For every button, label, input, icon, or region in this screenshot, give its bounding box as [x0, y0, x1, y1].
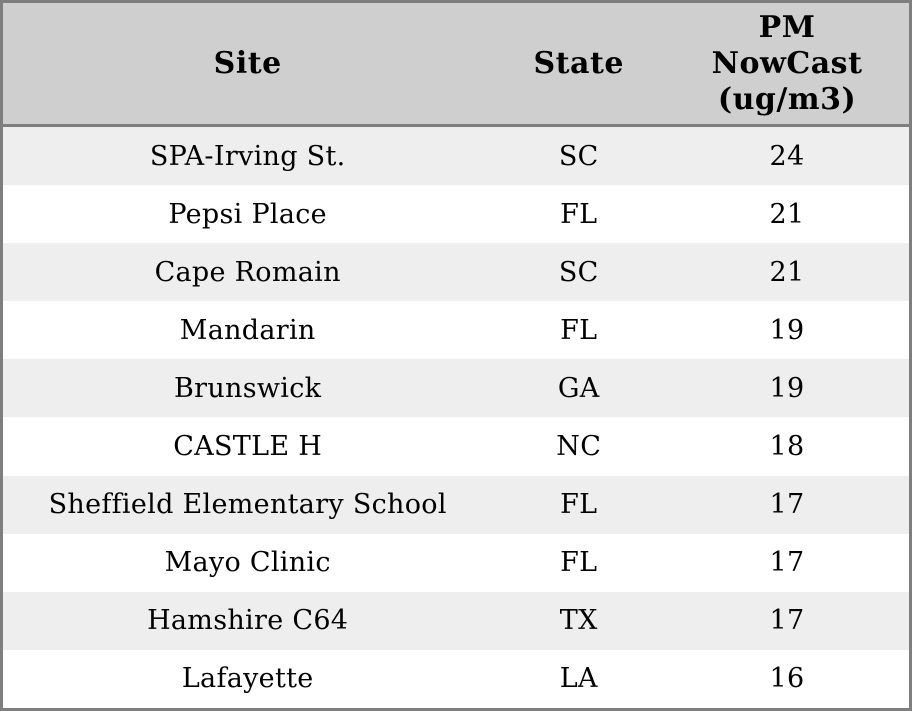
pm-nowcast-cell: 18 [769, 431, 805, 463]
table-row: SPA-Irving St. SC 24 [1, 125, 911, 186]
site-cell: Lafayette [181, 663, 314, 695]
table-header: Site State PM NowCast (ug/m3) [1, 1, 911, 127]
table-body: SPA-Irving St. SC 24 Pepsi Place FL 21 Cape Ro… [1, 125, 911, 710]
table-row: Mandarin FL 19 [1, 301, 911, 360]
state-cell: SC [558, 140, 599, 172]
pm-nowcast-cell: 21 [769, 198, 805, 230]
site-cell: Pepsi Place [168, 198, 327, 230]
pm-nowcast-cell: 19 [769, 314, 805, 346]
pm-nowcast-cell: 17 [769, 605, 805, 637]
site-cell: Cape Romain [154, 256, 341, 288]
site-cell: Hamshire C64 [147, 605, 349, 637]
state-cell: FL [560, 547, 598, 579]
table-row: Brunswick GA 19 [1, 359, 911, 418]
table-row: Mayo Clinic FL 17 [1, 533, 911, 592]
col-header-site: Site [1, 1, 493, 127]
table-row: Sheffield Elementary School FL 17 [1, 475, 911, 534]
state-cell: TX [559, 605, 598, 637]
pm-nowcast-cell: 21 [769, 256, 805, 288]
state-cell: LA [559, 663, 598, 695]
header-row: Site State PM NowCast (ug/m3) [1, 1, 911, 127]
state-cell: FL [560, 198, 598, 230]
site-cell: Brunswick [174, 372, 322, 404]
col-header-state: State [492, 1, 666, 127]
table-row: Lafayette LA 16 [1, 649, 911, 710]
table-row: CASTLE H NC 18 [1, 417, 911, 476]
pm-nowcast-cell: 17 [769, 547, 805, 579]
pm-nowcast-cell: 16 [769, 663, 805, 695]
site-cell: Mandarin [179, 314, 316, 346]
col-header-pm-nowcast: PM NowCast (ug/m3) [665, 1, 911, 127]
site-cell: SPA-Irving St. [149, 140, 346, 172]
site-cell: Sheffield Elementary School [48, 489, 447, 521]
table-row: Hamshire C64 TX 17 [1, 591, 911, 650]
pm-nowcast-cell: 17 [769, 489, 805, 521]
site-cell: Mayo Clinic [164, 547, 331, 579]
table-row: Pepsi Place FL 21 [1, 185, 911, 244]
state-cell: SC [558, 256, 599, 288]
pm-nowcast-cell: 19 [769, 372, 805, 404]
state-cell: FL [560, 489, 598, 521]
table-row: Cape Romain SC 21 [1, 243, 911, 302]
state-cell: FL [560, 314, 598, 346]
state-cell: GA [557, 372, 600, 404]
state-cell: NC [556, 431, 602, 463]
site-cell: CASTLE H [173, 431, 323, 463]
pm-nowcast-cell: 24 [769, 140, 805, 172]
